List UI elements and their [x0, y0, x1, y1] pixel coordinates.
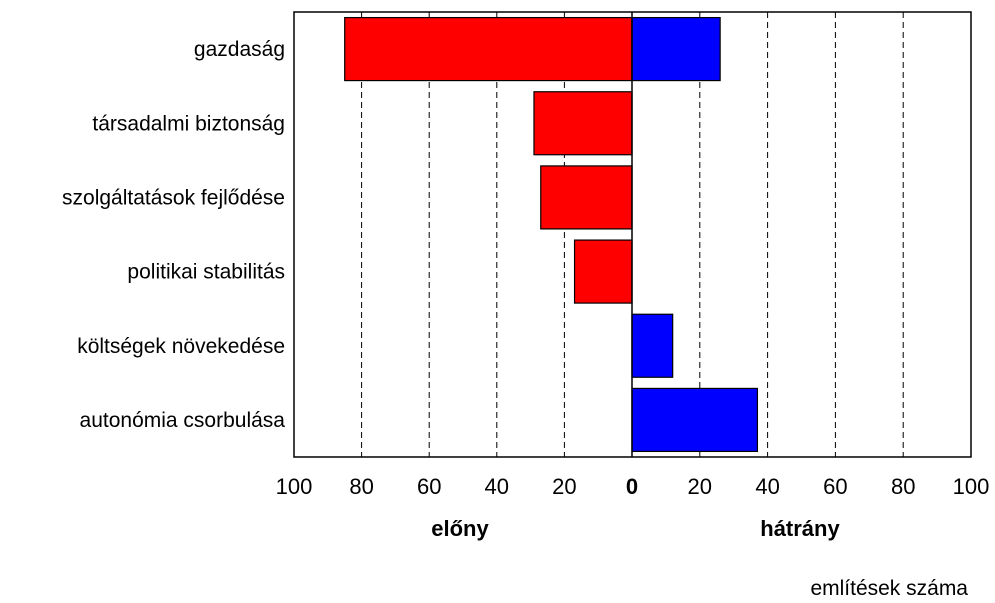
- category-label: gazdaság: [194, 38, 285, 61]
- blue-bar: [631, 16, 721, 82]
- category-label: társadalmi biztonság: [92, 112, 285, 135]
- category-label: politikai stabilitás: [127, 261, 285, 284]
- category-label: autonómia csorbulása: [80, 409, 286, 432]
- red-bar: [344, 16, 633, 82]
- x-tick-label: 60: [417, 474, 441, 499]
- category-label: szolgáltatások fejlődése: [62, 186, 285, 209]
- red-bar: [540, 165, 633, 230]
- red-bar: [533, 91, 633, 156]
- red-bar: [573, 239, 633, 304]
- x-tick-label: 80: [891, 474, 915, 499]
- blue-bar: [631, 387, 759, 453]
- x-tick-label: 20: [552, 474, 576, 499]
- grid-lines: [361, 12, 904, 457]
- tick-labels: 100 80 60 40 20 0 20 40 60 80 100: [276, 474, 990, 499]
- category-label: költségek növekedése: [77, 335, 285, 358]
- bars: [344, 16, 759, 453]
- x-tick-label: 20: [688, 474, 712, 499]
- x-tick-label: 80: [349, 474, 373, 499]
- x-tick-label: 40: [485, 474, 509, 499]
- x-axis-title: említések száma: [810, 577, 968, 600]
- x-tick-label: 100: [276, 474, 313, 499]
- x-tick-label: 100: [953, 474, 990, 499]
- blue-bar: [631, 313, 674, 378]
- category-labels: gazdaság társadalmi biztonság szolgáltatás…: [62, 38, 285, 432]
- x-tick-label: 60: [823, 474, 847, 499]
- right-side-label: hátrány: [760, 516, 840, 541]
- plot-frame: [293, 11, 972, 458]
- x-tick-label: 40: [755, 474, 779, 499]
- left-side-label: előny: [431, 516, 489, 541]
- x-tick-label: 0: [626, 474, 638, 499]
